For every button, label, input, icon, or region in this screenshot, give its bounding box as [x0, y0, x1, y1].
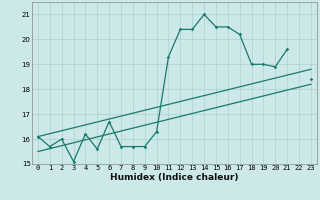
- X-axis label: Humidex (Indice chaleur): Humidex (Indice chaleur): [110, 173, 239, 182]
